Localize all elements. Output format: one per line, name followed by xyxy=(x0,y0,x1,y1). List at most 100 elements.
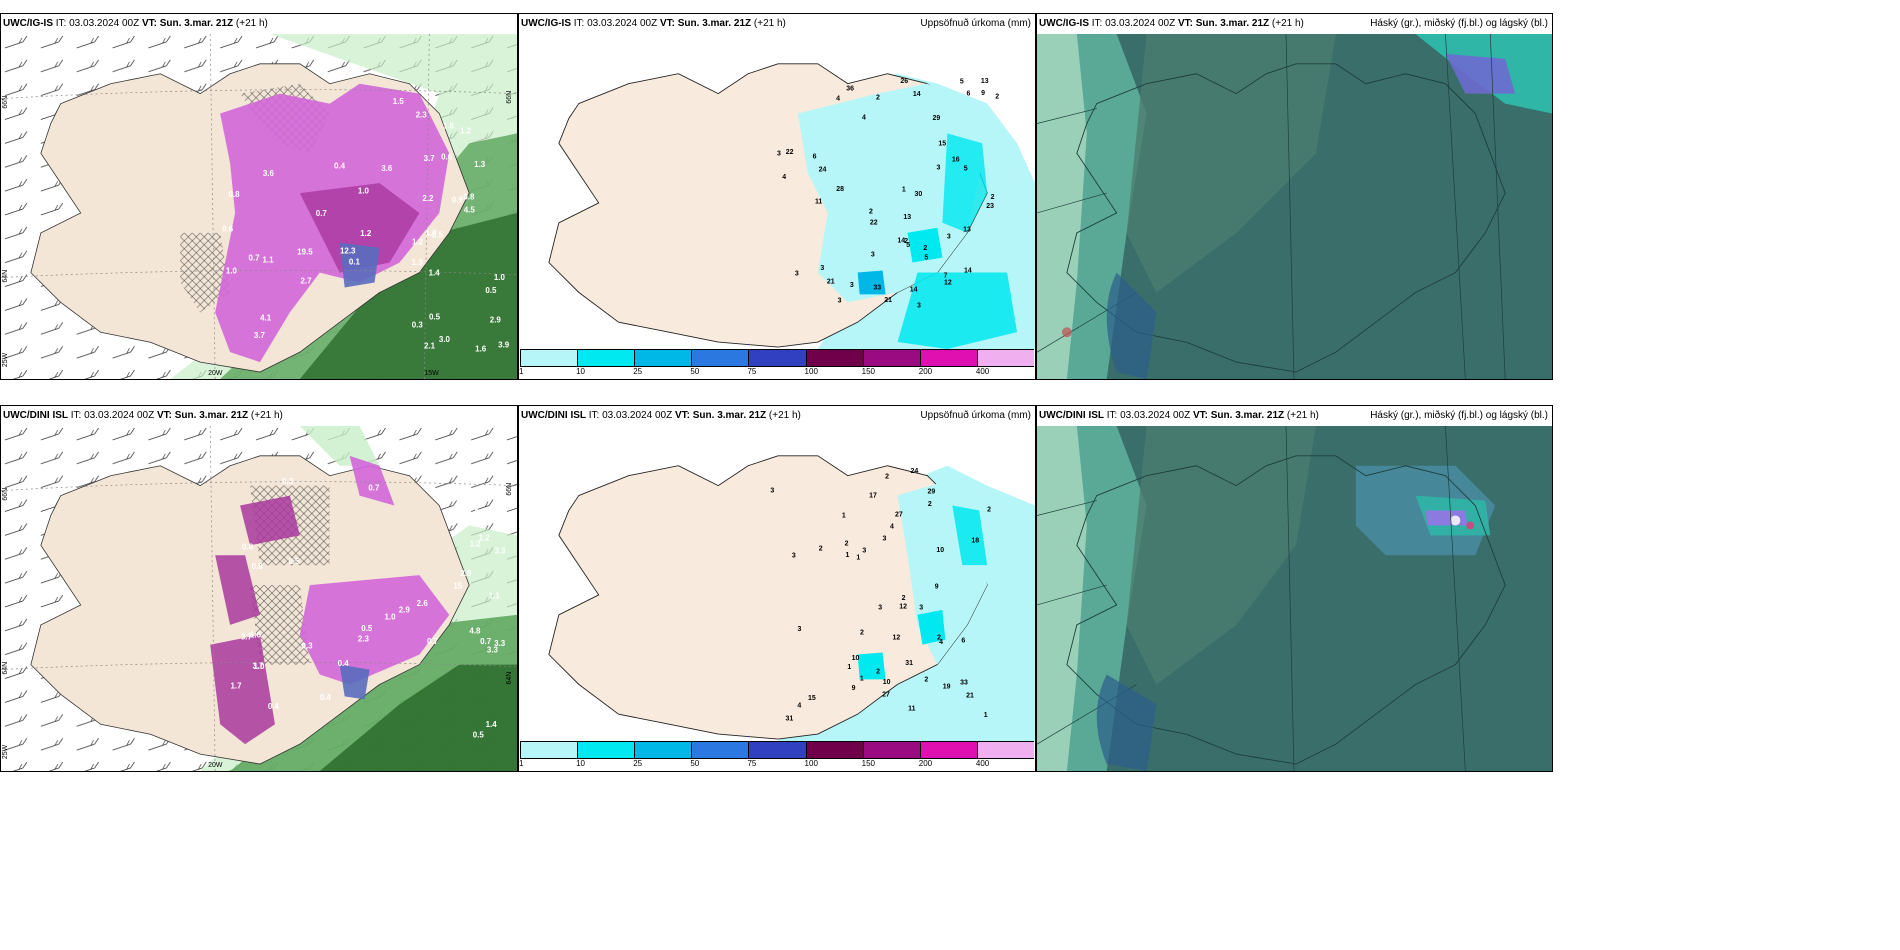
panel-title: Háský (gr.), miðský (fj.bl.) og lágský (… xyxy=(1370,18,1548,29)
map-value-label: 3 xyxy=(838,298,842,305)
cloud-map-svg xyxy=(1037,426,1552,771)
map-value-label: 3 xyxy=(878,605,882,612)
lead-time: (+21 h) xyxy=(768,410,801,421)
snow-value-labels: 1.31.00.90.50.30.60.81.02.93.01.81.21.0 1… xyxy=(222,97,510,353)
legend-tick-label: 1 xyxy=(519,759,524,768)
map-value-label: 33 xyxy=(873,285,881,292)
map-value-label: 4 xyxy=(836,96,840,103)
legend-tick-label: 10 xyxy=(576,367,586,376)
map-value-label: 2 xyxy=(902,595,906,602)
map-value-label: 7 xyxy=(944,272,948,279)
map-value-label: 2 xyxy=(937,635,941,642)
map-value-label: 2.7 xyxy=(301,277,313,286)
map-value-label: 0.4 xyxy=(338,659,350,668)
map-value-label: 0.9 xyxy=(452,195,464,204)
map-value-label: 29 xyxy=(932,115,940,122)
map-value-label: 4 xyxy=(939,639,943,646)
map-value-label: 2 xyxy=(876,95,880,102)
init-time: 03.03.2024 00Z xyxy=(69,18,140,29)
precip-map-panel-bottom: UWC/DINI ISL IT: 03.03.2024 00Z VT: Sun.… xyxy=(518,405,1036,772)
legend-swatch xyxy=(748,742,806,758)
map-value-label: 36 xyxy=(846,86,854,93)
lead-time: (+21 h) xyxy=(250,410,283,421)
map-value-label: 3 xyxy=(798,626,802,633)
legend-ticks: 1 10 25 50 75 100 150 200 400 xyxy=(519,367,1034,377)
map-value-label: 9 xyxy=(852,685,856,692)
snow-map-svg: 66N 64N 25W 20W 66N 64N 0.5 1.0 0.8 0.4 0.7 1… xyxy=(1,426,517,771)
map-value-label: 11 xyxy=(908,705,915,712)
legend-tick-label: 50 xyxy=(690,367,700,376)
cloud-map xyxy=(1037,426,1552,771)
map-value-label: 2.5 xyxy=(432,231,444,240)
map-value-label: 1.2 xyxy=(360,229,372,238)
map-value-label: 0.7 xyxy=(427,637,439,646)
map-value-label: 2 xyxy=(860,629,864,636)
map-value-label: 2.2 xyxy=(422,194,434,203)
lead-time: (+21 h) xyxy=(753,18,786,29)
map-value-label: 2.9 xyxy=(399,605,411,614)
map-value-label: 2.3 xyxy=(358,635,370,644)
map-value-label: 0.3 xyxy=(412,320,424,329)
cloud-map xyxy=(1037,34,1552,379)
iceland-coast xyxy=(1066,63,1506,373)
map-value-label: 3.7 xyxy=(241,633,253,642)
precip-map: 3 4 3 6 16 14 23 28 22 21 3 3 2 2 3 5 4 6 3 5 7 5 3 12 30 15 11 24 2… xyxy=(519,34,1035,349)
map-value-label: 2 xyxy=(924,676,928,683)
map-value-label: 0.6 xyxy=(441,152,453,161)
map-value-label: 1.0 xyxy=(358,186,370,195)
lat-label-64: 64N xyxy=(2,662,9,675)
map-value-label: 0.7 xyxy=(480,637,492,646)
map-value-label: 2 xyxy=(987,506,991,513)
map-value-label: 0.5 xyxy=(485,286,497,295)
panel-header: UWC/DINI ISL IT: 03.03.2024 00Z VT: Sun.… xyxy=(3,410,283,421)
map-value-label: 3.7 xyxy=(254,331,266,340)
legend-tick-label: 400 xyxy=(975,759,990,768)
panel-header: UWC/IG-IS IT: 03.03.2024 00Z VT: Sun. 3.… xyxy=(521,18,786,29)
cloud-map-svg xyxy=(1037,34,1552,379)
lead-time: (+21 h) xyxy=(1286,410,1319,421)
map-value-label: 3 xyxy=(936,165,940,172)
legend-swatch xyxy=(634,350,692,366)
lon-label-25: 25W xyxy=(2,352,9,367)
map-value-label: 1.3 xyxy=(412,258,424,267)
legend-swatch xyxy=(691,350,749,366)
map-value-label: 15 xyxy=(808,695,816,702)
map-value-label: 1.0 xyxy=(494,273,506,282)
map-value-label: 27 xyxy=(895,512,903,519)
map-value-label: 10 xyxy=(852,655,860,662)
map-value-label: 3 xyxy=(820,265,824,272)
init-time: 03.03.2024 00Z xyxy=(602,410,673,421)
snow-map-panel-bottom: UWC/DINI ISL IT: 03.03.2024 00Z VT: Sun.… xyxy=(0,405,518,772)
map-value-label: 3 xyxy=(871,251,875,258)
map-value-label: 2.6 xyxy=(417,599,429,608)
map-value-label: 3.7 xyxy=(424,154,436,163)
map-value-label: 3 xyxy=(850,282,854,289)
map-value-label: 14 xyxy=(964,268,972,275)
map-value-label: 14 xyxy=(910,287,918,294)
map-value-label: 1.4 xyxy=(486,720,498,729)
map-value-label: 0.3 xyxy=(282,477,294,486)
cloud-map-panel-bottom: UWC/DINI ISL IT: 03.03.2024 00Z VT: Sun.… xyxy=(1036,405,1553,772)
legend-tick-label: 150 xyxy=(861,367,876,376)
map-value-label: 4.5 xyxy=(464,205,476,214)
lon-label-25: 25W xyxy=(2,744,9,759)
snow-map: 66N 64N 25W 20W 66N 64N 0.5 1.0 0.8 0.4 0.7 1… xyxy=(1,426,517,771)
map-value-label: 6 xyxy=(961,638,965,645)
panel-header: UWC/DINI ISL IT: 03.03.2024 00Z VT: Sun.… xyxy=(521,410,801,421)
map-value-label: 1.8 xyxy=(443,122,455,131)
legend-swatch xyxy=(976,742,1034,758)
map-value-label: 1 xyxy=(902,187,906,194)
map-value-label: 1.2 xyxy=(412,238,424,247)
map-value-label: 3.3 xyxy=(494,547,506,556)
map-value-label: 1.7 xyxy=(231,681,243,690)
map-value-label: 0.6 xyxy=(499,515,511,524)
map-value-label: 3.3 xyxy=(494,639,506,648)
map-value-label: 1.4 xyxy=(429,268,441,277)
map-value-label: 4 xyxy=(782,174,786,181)
map-value-label: 0.4 xyxy=(320,693,332,702)
map-value-label: 12.3 xyxy=(340,246,356,255)
legend-colorbar xyxy=(520,349,1034,367)
map-value-label: 12 xyxy=(893,635,901,642)
